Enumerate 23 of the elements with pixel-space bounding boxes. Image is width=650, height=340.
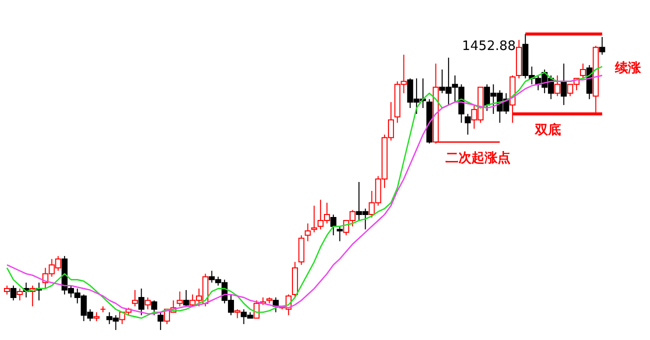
annotation: 双底 xyxy=(534,122,561,138)
candlestick xyxy=(336,226,343,242)
annotation: 1452.88 xyxy=(462,39,516,54)
candlestick xyxy=(554,74,560,97)
text: 续涨 xyxy=(614,61,642,76)
candlestick xyxy=(599,36,606,56)
candlestick xyxy=(151,300,158,316)
candlestick xyxy=(298,234,304,266)
candlestick xyxy=(580,63,586,79)
candlestick xyxy=(158,312,164,330)
candlestick xyxy=(132,290,138,307)
candlestick xyxy=(330,214,336,236)
annotation: 二次起涨点 xyxy=(446,150,510,166)
candlestick xyxy=(304,222,311,242)
candlestick xyxy=(10,285,16,301)
candlestick xyxy=(16,288,23,301)
candlestick xyxy=(311,205,318,233)
candlestick xyxy=(464,113,471,136)
candlestick xyxy=(138,288,144,316)
candlestick xyxy=(560,63,567,106)
candlestick xyxy=(144,296,151,310)
candlestick xyxy=(176,291,183,307)
candlestick xyxy=(183,290,190,307)
